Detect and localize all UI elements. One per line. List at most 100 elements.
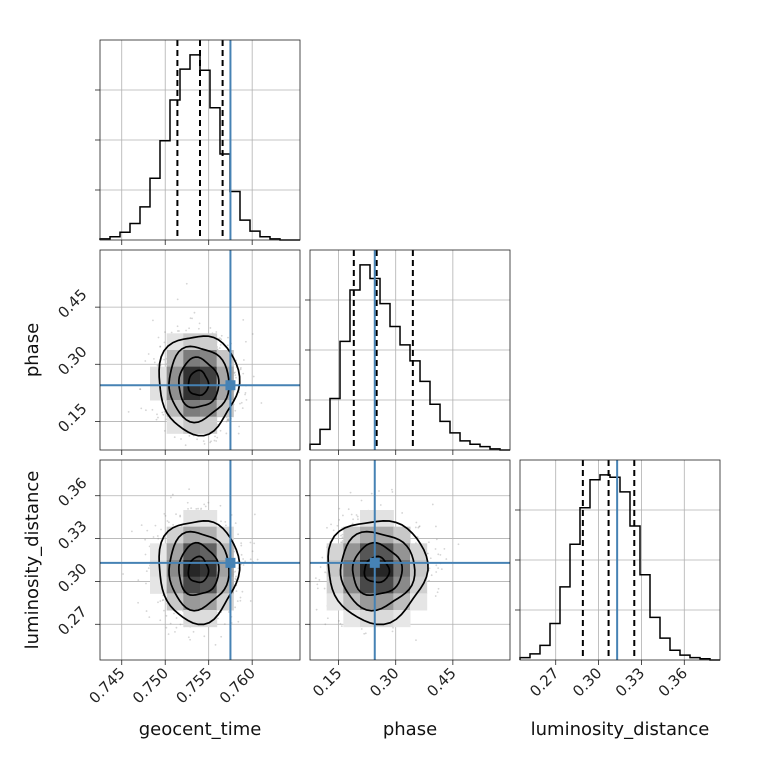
tick-label-x: 0.30 [366, 664, 402, 700]
sample-point [239, 402, 241, 405]
density-cell [393, 576, 411, 594]
sample-point [428, 579, 430, 582]
sample-point [321, 556, 324, 559]
sample-point [244, 393, 246, 396]
sample-point [234, 371, 236, 374]
sample-point [314, 577, 317, 580]
density-cell [150, 383, 168, 401]
sample-point [253, 542, 256, 545]
sample-point [225, 420, 228, 423]
sample-point [167, 521, 170, 524]
sample-point [152, 536, 155, 538]
sample-point [338, 507, 341, 510]
sample-point [189, 317, 192, 320]
tick-label-x: 0.745 [85, 664, 128, 707]
sample-point [457, 543, 460, 546]
sample-point [227, 417, 230, 420]
tick-label-x: 0.36 [655, 664, 691, 700]
contour-3 [168, 345, 230, 424]
sample-point [316, 583, 319, 586]
sample-point [227, 611, 230, 613]
sample-point [233, 550, 236, 553]
contour-2 [178, 541, 220, 597]
sample-point [170, 496, 172, 499]
sample-point [327, 661, 329, 663]
sample-point [220, 334, 223, 337]
sample-point [175, 626, 178, 629]
density-cell [376, 576, 394, 594]
sample-point [219, 343, 222, 346]
sample-point [216, 436, 219, 439]
panel-frame [309, 249, 511, 451]
sample-point [234, 606, 237, 609]
sample-point [218, 337, 221, 340]
sample-point [340, 534, 342, 537]
sample-point [350, 513, 353, 516]
sample-point [238, 391, 241, 394]
panel-1-1 [305, 249, 511, 455]
sample-point [209, 327, 212, 329]
sample-point [357, 518, 359, 521]
sample-point [326, 617, 329, 620]
sample-point [148, 616, 151, 619]
sample-point [188, 434, 191, 437]
sample-point [242, 564, 245, 566]
sample-point [318, 578, 321, 581]
sample-point [156, 364, 159, 367]
sample-point [193, 311, 196, 314]
sample-point [234, 522, 237, 525]
density-cell [200, 400, 218, 418]
density-cell [200, 543, 218, 561]
sample-point [140, 407, 143, 410]
sample-point [244, 340, 247, 343]
sample-point [435, 564, 438, 567]
sample-point [435, 571, 438, 573]
sample-point [236, 600, 239, 603]
sample-point [224, 520, 227, 523]
sample-point [137, 601, 139, 604]
sample-point [176, 298, 179, 301]
sample-point [242, 359, 245, 361]
sample-point [162, 598, 165, 601]
sample-point [225, 432, 228, 435]
density-cell [183, 610, 201, 628]
sample-point [227, 419, 230, 421]
sample-point [219, 504, 222, 507]
sample-point [330, 523, 332, 526]
tick-label-x: 0.760 [216, 664, 259, 707]
sample-point [163, 609, 165, 612]
sample-point [242, 319, 245, 321]
sample-point [197, 327, 200, 330]
sample-point [352, 518, 355, 521]
tick-label-x: 0.33 [612, 664, 648, 700]
sample-point [202, 440, 205, 443]
sample-point [390, 488, 393, 491]
sample-point [192, 630, 195, 633]
sample-point [251, 333, 254, 335]
sample-point [235, 590, 238, 592]
sample-point [176, 330, 179, 332]
sample-point [414, 526, 417, 529]
sample-point [440, 568, 443, 571]
sample-point [145, 570, 148, 573]
contour-2 [351, 541, 404, 597]
sample-point [360, 628, 363, 630]
histogram-phase [309, 264, 510, 451]
sample-point [244, 392, 247, 394]
sample-point [356, 515, 359, 518]
sample-point [337, 620, 340, 622]
sample-point [332, 529, 335, 532]
sample-point [319, 566, 322, 568]
density-cell [326, 560, 344, 578]
sample-point [170, 331, 173, 334]
sample-point [237, 620, 240, 623]
sample-point [341, 536, 344, 539]
sample-point [215, 331, 218, 333]
sample-point [445, 558, 448, 560]
sample-point [220, 338, 223, 341]
sample-point [151, 408, 154, 411]
sample-point [351, 522, 354, 525]
sample-point [163, 358, 165, 361]
sample-point [191, 317, 193, 320]
sample-point [162, 413, 165, 416]
